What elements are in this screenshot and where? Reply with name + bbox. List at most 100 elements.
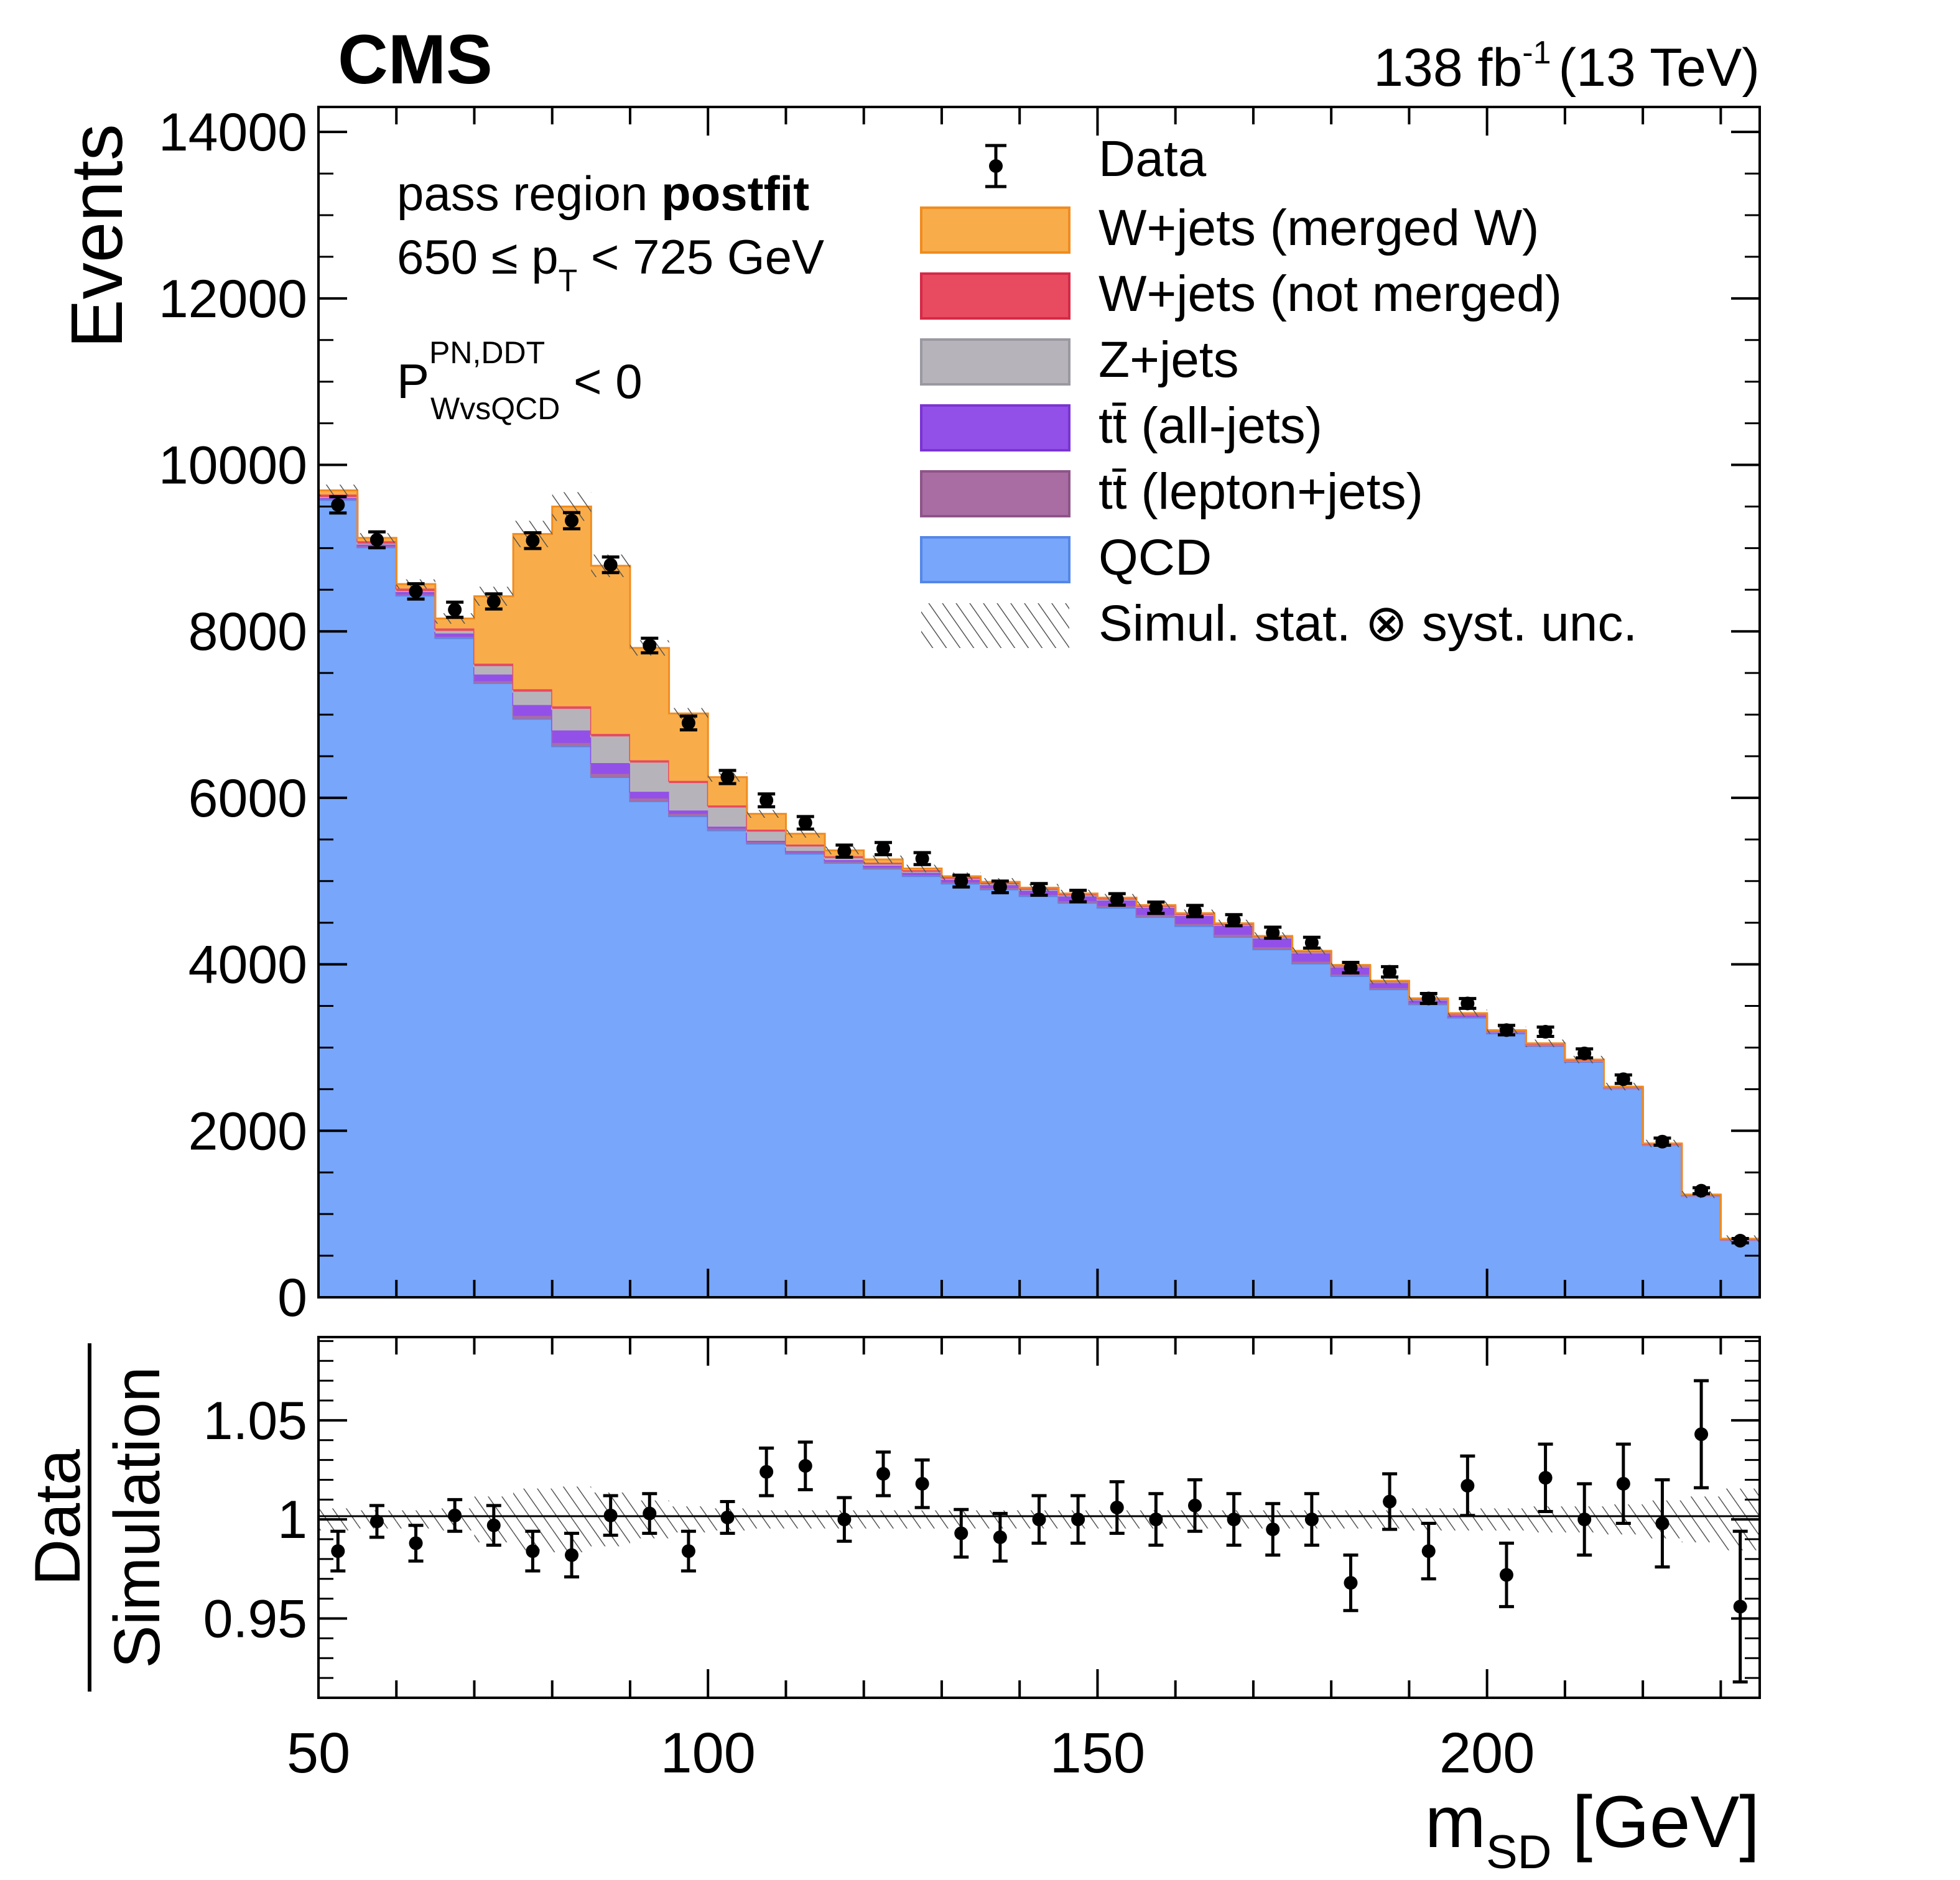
ratio-marker [1383, 1494, 1397, 1509]
ratio-ylabel-numerator: Data [22, 1449, 94, 1586]
unc-band-ratio-bin [1487, 1508, 1526, 1530]
data-point [329, 495, 347, 515]
data-point [1342, 960, 1360, 975]
ratio-marker [1071, 1512, 1085, 1527]
ratio-marker [448, 1508, 462, 1522]
unc-band-ratio-bin [1331, 1510, 1370, 1529]
region-bold: postfit [661, 166, 809, 221]
ratio-point [1655, 1478, 1670, 1569]
legend-label-tt-leptonjets: tt̄ (lepton+jets) [1098, 463, 1423, 520]
legend: Data W+jets (merged W) W+jets (not merge… [920, 131, 1637, 652]
y-tick-label: 12000 [159, 269, 307, 329]
data-marker [1071, 889, 1085, 903]
ratio-point [876, 1450, 891, 1498]
unc-band-main-bin [786, 830, 825, 838]
data-point [641, 636, 659, 655]
data-marker [526, 534, 540, 548]
main-frame [317, 106, 1761, 1299]
data-marker [1187, 904, 1202, 918]
ratio-marker [1538, 1471, 1553, 1485]
ratio-marker [1110, 1501, 1124, 1515]
data-marker [1344, 960, 1358, 975]
data-marker [1266, 925, 1280, 940]
data-point [1030, 882, 1048, 897]
region-prefix: pass region [397, 166, 661, 221]
unc-band-ratio-bin [863, 1510, 903, 1529]
ratio-point [447, 1498, 463, 1533]
ratio-marker [1227, 1512, 1241, 1527]
ratio-marker [954, 1526, 968, 1540]
ratio-point [680, 1529, 696, 1573]
data-marker [603, 558, 618, 572]
y-tick-label: 2000 [188, 1101, 307, 1161]
data-marker [759, 793, 774, 807]
data-marker [331, 498, 345, 512]
ratio-point [642, 1492, 657, 1535]
data-point [1186, 904, 1204, 919]
ratio-marker [1499, 1568, 1513, 1582]
data-point [991, 879, 1009, 895]
ratio-marker [643, 1506, 657, 1521]
ratio-point [1148, 1492, 1164, 1547]
ratio-point [992, 1512, 1008, 1563]
legend-swatch-zjets [920, 338, 1071, 386]
ratio-marker [1733, 1600, 1747, 1614]
ratio-marker [1187, 1498, 1202, 1512]
legend-label-qcd: QCD [1098, 529, 1212, 586]
unc-band-ratio-bin [1681, 1496, 1721, 1543]
x-axis-label-unit: [GeV] [1552, 1781, 1760, 1863]
ratio-marker [1461, 1479, 1475, 1493]
x-tick-label: 100 [660, 1721, 756, 1785]
unc-band-main-bin [669, 708, 708, 719]
data-point [758, 792, 776, 808]
ratio-ylabel-denominator: Simulation [101, 1366, 174, 1669]
data-point [1264, 925, 1282, 940]
data-point [1693, 1183, 1711, 1198]
data-marker [1227, 913, 1241, 927]
x-tick-label: 150 [1050, 1721, 1146, 1785]
ratio-point [564, 1531, 580, 1579]
data-marker [409, 584, 423, 598]
pt-sub: T [559, 263, 578, 298]
ratio-point [1382, 1472, 1398, 1531]
ratio-marker [526, 1544, 540, 1558]
ratio-marker [876, 1466, 891, 1481]
unc-band-main-bin [1448, 1009, 1487, 1017]
data-point [1653, 1134, 1671, 1149]
ratio-point [486, 1504, 501, 1547]
data-marker [448, 603, 462, 617]
ratio-marker [1344, 1576, 1358, 1590]
ratio-point [408, 1524, 424, 1563]
data-point [952, 873, 970, 889]
ratio-marker [915, 1476, 929, 1491]
data-point [796, 815, 814, 831]
data-marker [1499, 1023, 1513, 1037]
ratio-marker [409, 1536, 423, 1550]
legend-label-zjets: Z+jets [1098, 331, 1239, 388]
unc-band-ratio-bin [746, 1510, 786, 1529]
data-point [875, 841, 893, 856]
data-point [485, 592, 503, 611]
data-marker [954, 874, 968, 888]
ratio-point [1187, 1478, 1202, 1533]
stack-fill-qcd [318, 499, 1760, 1297]
data-point [368, 530, 386, 550]
ratio-point [837, 1496, 852, 1543]
ratio-point [1538, 1442, 1553, 1513]
ratio-point [1615, 1442, 1631, 1526]
ratio-marker [993, 1530, 1007, 1544]
data-point [1536, 1025, 1554, 1039]
data-marker [1694, 1183, 1709, 1198]
ratio-point [1109, 1480, 1125, 1535]
unc-band-main-bin [863, 855, 903, 863]
data-marker [565, 514, 579, 528]
data-marker [798, 816, 812, 830]
data-marker [837, 844, 852, 858]
data-marker [643, 638, 657, 652]
data-marker [1032, 882, 1046, 897]
unc-band-main-bin [1370, 977, 1410, 984]
pt-range-b: < 725 GeV [577, 229, 824, 284]
ratio-marker [837, 1512, 852, 1527]
ratio-y-tick-label: 0.95 [203, 1590, 307, 1649]
data-point [601, 555, 620, 575]
